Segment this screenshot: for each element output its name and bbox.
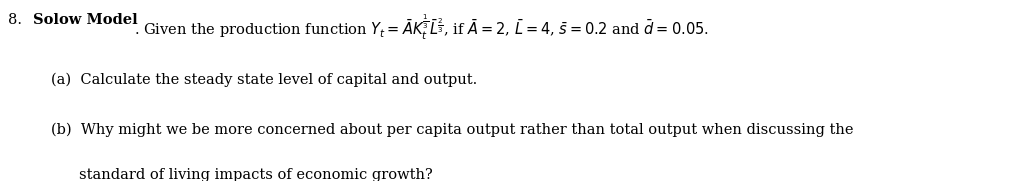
Text: 8.: 8. [8, 13, 29, 27]
Text: Solow Model: Solow Model [33, 13, 139, 27]
Text: (b)  Why might we be more concerned about per capita output rather than total ou: (b) Why might we be more concerned about… [51, 123, 853, 138]
Text: standard of living impacts of economic growth?: standard of living impacts of economic g… [79, 168, 433, 181]
Text: (a)  Calculate the steady state level of capital and output.: (a) Calculate the steady state level of … [51, 72, 477, 87]
Text: . Given the production function $Y_t = \bar{A}K_t^{\frac{1}{3}}\bar{L}^{\frac{2}: . Given the production function $Y_t = \… [134, 13, 710, 42]
